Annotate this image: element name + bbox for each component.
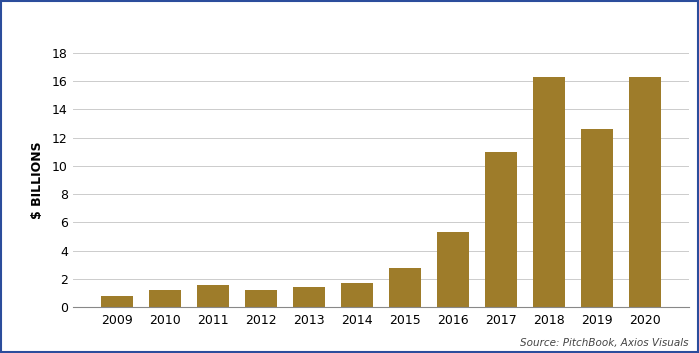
Text: Source: PitchBook, Axios Visuals: Source: PitchBook, Axios Visuals — [520, 338, 689, 348]
Bar — [582, 129, 612, 307]
Text: Venture Capital Investment in Climate Tech (Globally): Venture Capital Investment in Climate Te… — [86, 14, 613, 32]
Bar — [294, 287, 324, 307]
Bar — [438, 232, 468, 307]
Y-axis label: $ BILLIONS: $ BILLIONS — [31, 141, 43, 219]
Bar — [341, 283, 373, 307]
Bar — [533, 77, 565, 307]
Bar — [245, 290, 277, 307]
Bar — [197, 285, 229, 307]
Bar — [101, 296, 133, 307]
Bar — [150, 290, 180, 307]
Bar — [629, 77, 661, 307]
Bar — [389, 268, 421, 307]
Bar — [485, 152, 517, 307]
